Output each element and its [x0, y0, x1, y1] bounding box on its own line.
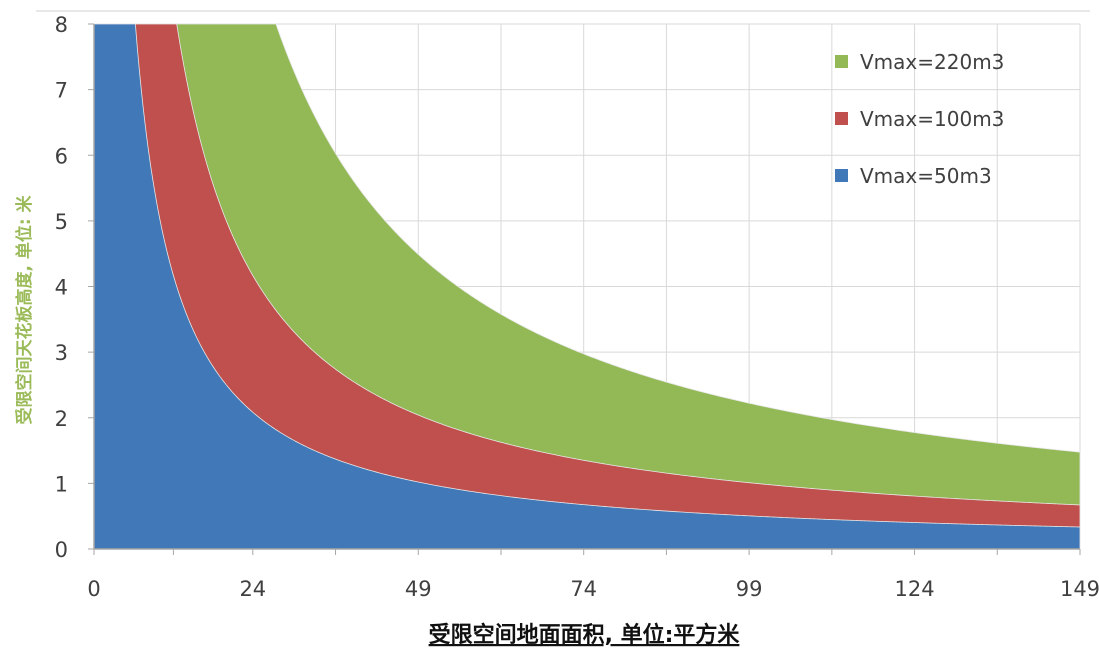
- y-tick-label: 3: [55, 341, 68, 365]
- legend-label: Vmax=50m3: [860, 164, 992, 188]
- legend-swatch: [835, 169, 848, 182]
- legend-label: Vmax=220m3: [860, 50, 1004, 74]
- y-tick-label: 2: [55, 407, 68, 431]
- plot-area: [93, 23, 1081, 550]
- legend: Vmax=220m3 Vmax=100m3 Vmax=50m3: [835, 50, 1004, 188]
- x-tick-label: 74: [570, 577, 597, 601]
- x-tick-label: 0: [87, 577, 100, 601]
- axes: 0 24 49 74 99 124 149 0 1 2 3 4 5 6 7 8: [55, 13, 1099, 601]
- y-tick-label: 5: [55, 210, 68, 234]
- y-tick-label: 1: [55, 472, 68, 496]
- y-axis-label: 受限空间天花板高度, 单位: 米: [14, 194, 35, 424]
- x-tick-label: 99: [736, 577, 763, 601]
- y-tick-label: 6: [55, 144, 68, 168]
- x-axis-label: 受限空间地面面积, 单位:平方米: [429, 622, 741, 648]
- area-series: [93, 23, 1081, 550]
- area-series: [93, 23, 1081, 550]
- legend-swatch: [835, 112, 848, 125]
- legend-swatch: [835, 55, 848, 68]
- x-tick-label: 49: [405, 577, 432, 601]
- y-tick-label: 4: [55, 276, 68, 300]
- legend-label: Vmax=100m3: [860, 107, 1004, 131]
- x-tick-label: 149: [1060, 577, 1099, 601]
- x-tick-label: 24: [239, 577, 266, 601]
- y-tick-label: 8: [55, 13, 68, 37]
- x-tick-label: 124: [895, 577, 935, 601]
- y-tick-label: 7: [55, 79, 68, 103]
- y-tick-label: 0: [55, 538, 68, 562]
